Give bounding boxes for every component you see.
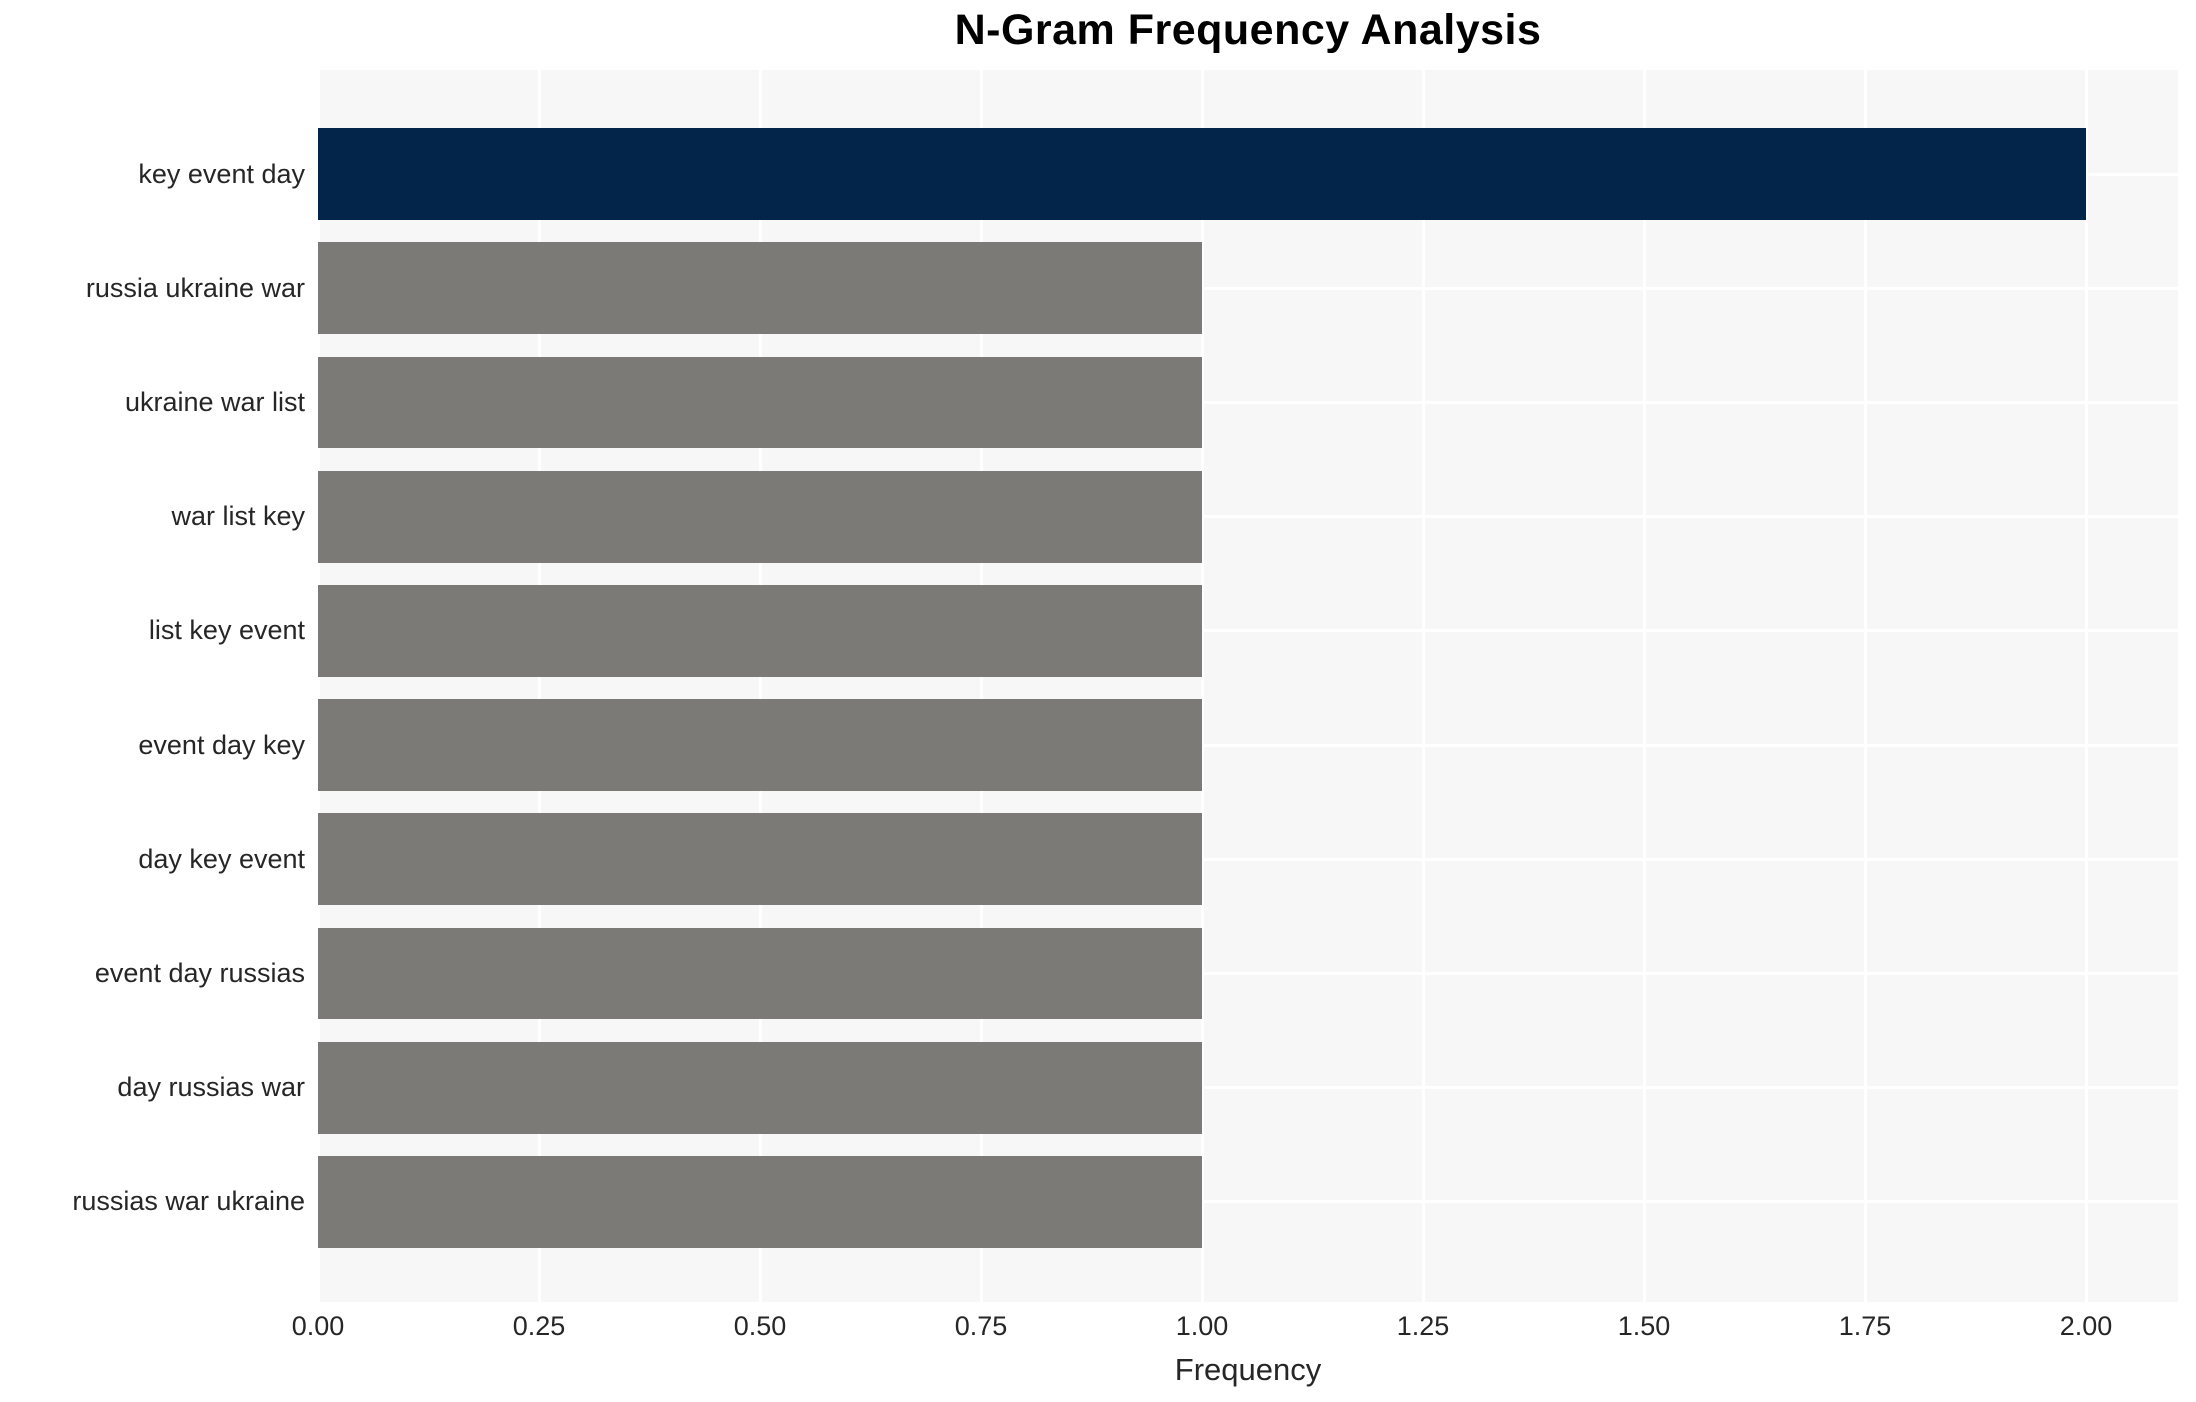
horizontal-gridline — [318, 286, 2178, 290]
bar-row — [318, 688, 2178, 802]
y-axis-tick-label: key event day — [138, 158, 305, 189]
x-axis-tick-label: 1.00 — [1175, 1311, 1229, 1341]
vertical-gridline — [1642, 70, 1646, 1302]
bar — [318, 927, 1203, 1020]
bar-rows — [318, 117, 2178, 1259]
x-axis-tick-label: 1.50 — [1617, 1311, 1671, 1341]
vertical-gridline — [2084, 70, 2088, 1302]
x-axis-tick-label: 2.00 — [2059, 1311, 2113, 1341]
horizontal-gridline — [318, 515, 2178, 519]
bar — [318, 1155, 1203, 1248]
vertical-gridline — [979, 70, 983, 1302]
vertical-gridline — [1863, 70, 1867, 1302]
x-axis-tick-label: 0.75 — [954, 1311, 1008, 1341]
x-axis-label: Frequency — [1174, 1352, 1322, 1387]
horizontal-gridline — [318, 857, 2178, 861]
horizontal-gridline — [318, 629, 2178, 633]
y-axis-labels: key event day russia ukraine war ukraine w… — [0, 117, 305, 1259]
bar-row — [318, 574, 2178, 688]
y-axis-tick-label: russias war ukraine — [72, 1186, 305, 1217]
bar-row — [318, 460, 2178, 574]
bar-row — [318, 231, 2178, 345]
y-axis-tick-label: event day key — [138, 729, 305, 760]
bar-row — [318, 345, 2178, 459]
horizontal-gridline — [318, 401, 2178, 404]
vertical-gridline — [758, 70, 762, 1302]
vertical-gridline — [318, 70, 320, 1302]
bar — [318, 128, 2087, 221]
bar — [318, 699, 1203, 792]
x-axis-tick-label: 1.75 — [1838, 1311, 1892, 1341]
vertical-gridline — [537, 70, 541, 1302]
bar — [318, 242, 1203, 335]
horizontal-gridline — [318, 743, 2178, 747]
bar-row — [318, 1145, 2178, 1259]
x-axis-tick-label: 0.50 — [733, 1311, 787, 1341]
chart-title: N-Gram Frequency Analysis — [954, 6, 1542, 54]
y-axis-tick-label: ukraine war list — [124, 387, 305, 417]
horizontal-gridline — [318, 972, 2178, 976]
bar — [318, 813, 1203, 906]
y-axis-tick-label: russia ukraine war — [85, 272, 305, 303]
bar — [318, 470, 1203, 563]
x-axis-tick-labels: 0.00 0.25 0.50 0.75 1.00 1.25 1.50 1.75 2.00 — [292, 1311, 2178, 1345]
x-axis-tick-label: 0.25 — [512, 1311, 566, 1341]
x-axis-tick-label: 1.25 — [1396, 1311, 1450, 1341]
horizontal-gridline — [318, 1086, 2178, 1090]
plot-area — [318, 70, 2178, 1302]
y-axis-tick-label: day russias war — [117, 1072, 305, 1103]
bar-row — [318, 117, 2178, 231]
y-axis-tick-label: day key event — [138, 843, 305, 874]
bar — [318, 356, 1203, 449]
y-axis-tick-label: event day russias — [94, 958, 305, 989]
bar — [318, 1041, 1203, 1134]
y-axis-tick-label: war list key — [171, 501, 305, 532]
bar — [318, 584, 1203, 677]
bar-row — [318, 802, 2178, 916]
vertical-gridline — [1200, 70, 1204, 1302]
bar-row — [318, 916, 2178, 1030]
x-axis-tick-label: 0.00 — [291, 1311, 345, 1341]
vertical-gridline — [1421, 70, 1425, 1302]
bar-row — [318, 1031, 2178, 1145]
horizontal-gridline — [318, 1200, 2178, 1204]
y-axis-tick-label: list key event — [148, 615, 305, 646]
